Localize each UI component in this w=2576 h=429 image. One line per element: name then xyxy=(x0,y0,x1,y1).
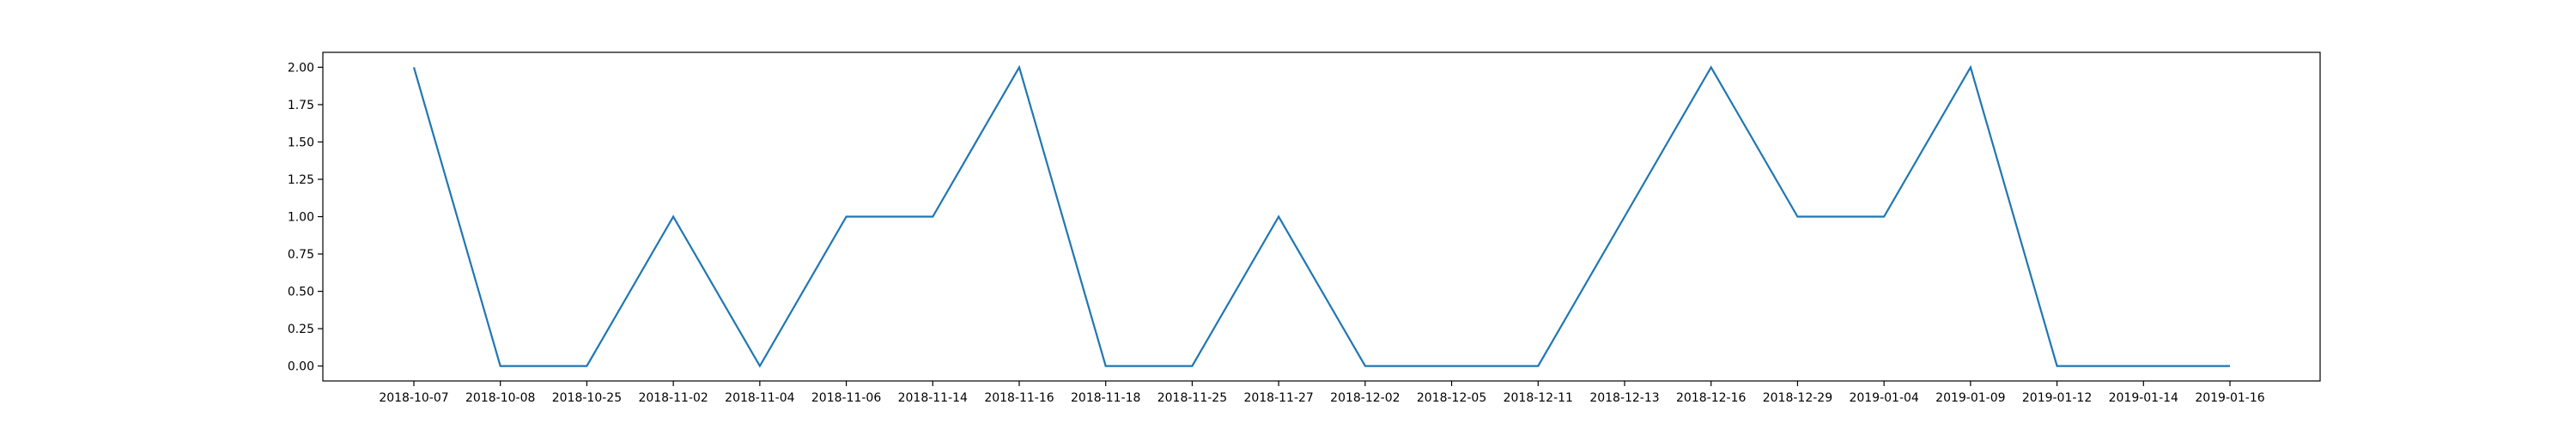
data-point xyxy=(1364,365,1367,368)
x-tick-label: 2018-11-06 xyxy=(811,391,881,405)
x-tick-label: 2018-12-29 xyxy=(1763,391,1832,405)
y-tick-label: 0.75 xyxy=(288,248,314,262)
data-point xyxy=(412,65,416,69)
x-tick-label: 2018-11-04 xyxy=(725,391,794,405)
data-point xyxy=(1969,65,1972,69)
y-tick-label: 0.50 xyxy=(288,286,314,299)
data-point xyxy=(585,365,588,368)
data-point xyxy=(499,365,502,368)
x-tick-label: 2018-12-11 xyxy=(1504,391,1573,405)
y-tick-label: 2.00 xyxy=(288,61,314,75)
y-tick-label: 1.00 xyxy=(288,211,314,225)
data-point xyxy=(1190,365,1194,368)
data-point xyxy=(1018,65,1021,69)
x-tick-label: 2019-01-14 xyxy=(2109,391,2178,405)
x-tick-label: 2018-11-25 xyxy=(1157,391,1227,405)
plot-area: 0.00 0.25 0.50 0.75 1.00 1.25 1.50 1.75 2.00 2018… xyxy=(288,51,2321,405)
x-tick-label: 2018-12-05 xyxy=(1417,391,1486,405)
data-point xyxy=(2142,365,2145,368)
data-point xyxy=(1450,365,1454,368)
x-tick-label: 2018-10-08 xyxy=(465,391,535,405)
data-point xyxy=(2228,365,2232,368)
x-tick-label: 2018-12-16 xyxy=(1676,391,1746,405)
data-point xyxy=(1882,215,1886,219)
x-tick-label: 2018-11-14 xyxy=(898,391,968,405)
y-tick-label: 1.25 xyxy=(288,173,314,187)
y-tick-label: 0.00 xyxy=(288,360,314,374)
data-point xyxy=(1277,215,1280,219)
x-tick-label: 2018-11-27 xyxy=(1243,391,1313,405)
data-point xyxy=(2056,365,2059,368)
x-tick-label: 2019-01-16 xyxy=(2195,391,2264,405)
data-point xyxy=(931,215,934,219)
data-point xyxy=(1795,215,1799,219)
data-point xyxy=(1536,365,1540,368)
axes-frame xyxy=(322,51,2321,382)
data-point xyxy=(758,365,762,368)
x-tick-label: 2018-12-13 xyxy=(1589,391,1659,405)
x-tick-label: 2018-10-25 xyxy=(552,391,622,405)
x-tick-label: 2018-11-02 xyxy=(638,391,708,405)
series-line-0 xyxy=(412,64,2230,368)
x-tick-label: 2019-01-09 xyxy=(1935,391,2005,405)
data-point xyxy=(1710,65,1713,69)
y-tick-label: 0.25 xyxy=(288,323,314,336)
data-point xyxy=(671,215,675,219)
x-tick-label: 2018-11-16 xyxy=(984,391,1054,405)
x-tick-label: 2018-11-18 xyxy=(1071,391,1140,405)
x-tick-label: 2018-12-02 xyxy=(1330,391,1400,405)
x-tick-label: 2019-01-04 xyxy=(1849,391,1918,405)
x-tick-label: 2019-01-12 xyxy=(2022,391,2092,405)
y-tick-label: 1.75 xyxy=(288,99,314,112)
y-tick-label: 1.50 xyxy=(288,136,314,149)
data-point xyxy=(845,215,848,219)
data-point xyxy=(1623,215,1626,219)
data-point xyxy=(1104,365,1108,368)
x-tick-label: 2018-10-07 xyxy=(379,391,448,405)
